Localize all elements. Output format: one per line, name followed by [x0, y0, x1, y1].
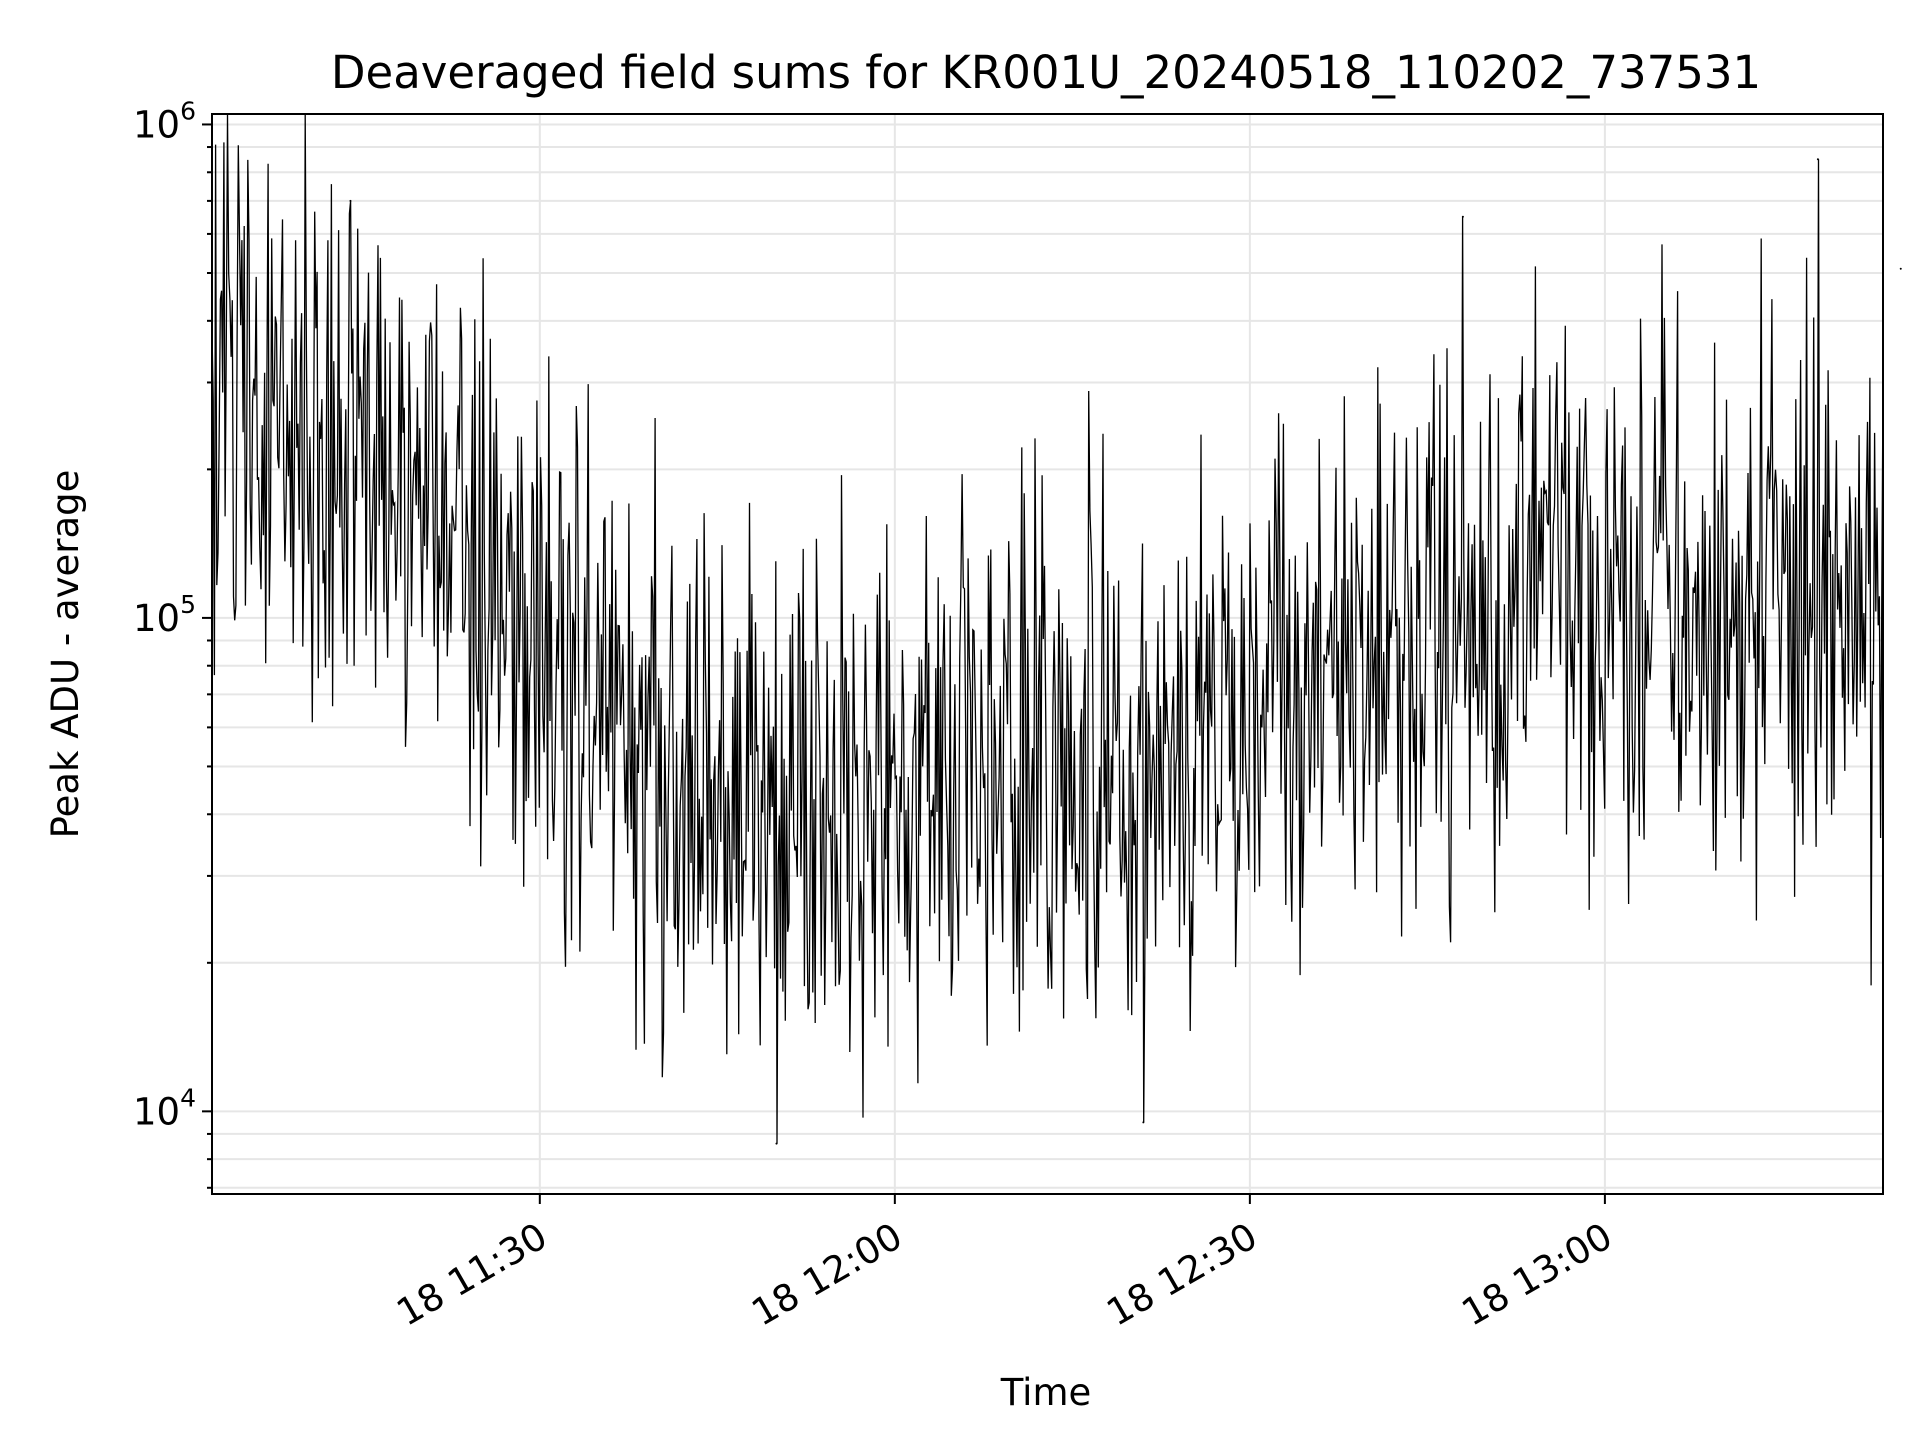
y-tick-label-exponent: 6: [180, 96, 196, 125]
y-tick-label-base: 10: [133, 597, 180, 640]
x-tick-label: 18 13:00: [1455, 1215, 1620, 1335]
y-tick-label: 105: [133, 590, 196, 640]
data-point-peak: [1816, 158, 1819, 161]
series-group: [211, 113, 1902, 1145]
x-tick-label: 18 11:30: [389, 1215, 554, 1335]
y-tick-label: 104: [133, 1083, 196, 1133]
chart-title: Deaveraged field sums for KR001U_2024051…: [331, 46, 1761, 99]
y-tick-label-base: 10: [133, 1090, 180, 1133]
y-tick-label: 106: [133, 96, 196, 146]
y-axis-label: Peak ADU - average: [44, 470, 87, 839]
data-point-peak: [1461, 215, 1464, 218]
x-axis: 18 11:30 18 12:00 18 12:30 18 13:00: [389, 1194, 1619, 1335]
y-tick-label-base: 10: [133, 103, 180, 146]
data-point-dip: [775, 1142, 778, 1145]
data-point-dip: [1142, 1121, 1145, 1124]
y-tick-label-exponent: 5: [180, 590, 196, 619]
data-point-peak: [1899, 267, 1902, 270]
y-tick-label-exponent: 4: [180, 1083, 196, 1112]
x-axis-label: Time: [1000, 1371, 1092, 1414]
x-tick-label: 18 12:00: [745, 1215, 910, 1335]
x-tick-label: 18 12:30: [1100, 1215, 1265, 1335]
plot-frame: [211, 113, 1884, 1195]
series-line-peak-adu: [211, 113, 1884, 1144]
data-point-peak: [349, 199, 352, 202]
